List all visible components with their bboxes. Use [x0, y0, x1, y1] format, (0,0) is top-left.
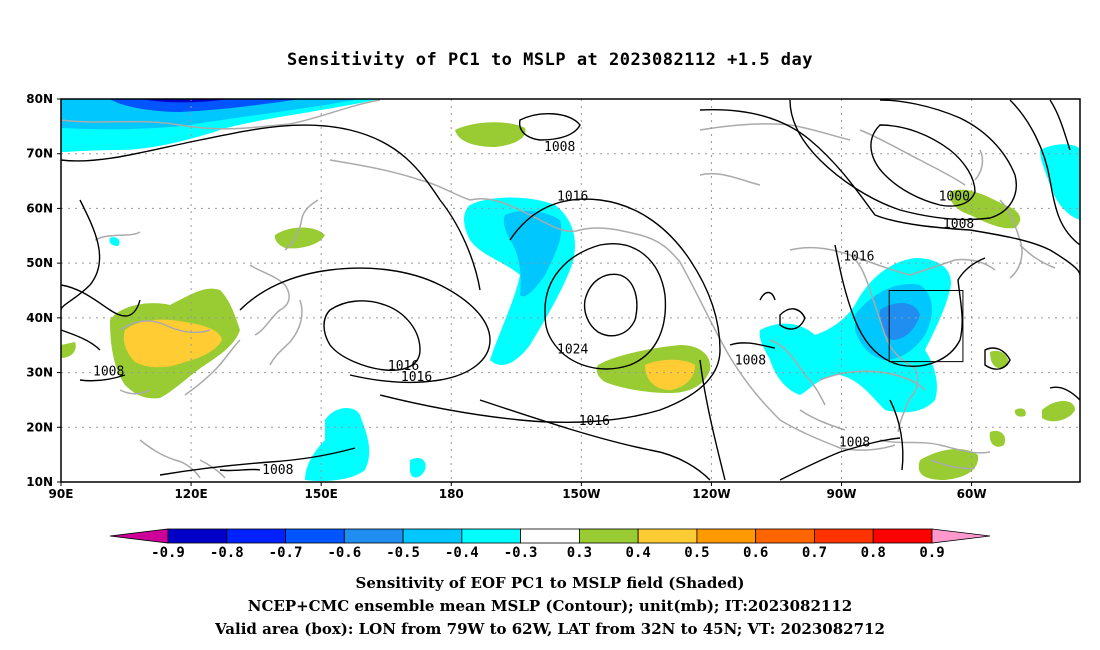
page-title: Sensitivity of PC1 to MSLP at 2023082112…	[286, 50, 813, 70]
shade-negative-alaska-core	[503, 210, 562, 297]
contour-label: 1016	[579, 414, 610, 429]
colorbar-segment	[872, 528, 933, 544]
colorbar-label: 0.5	[684, 545, 709, 561]
shade-positive-ne	[949, 189, 1021, 229]
lat-lon-grid	[61, 99, 1080, 482]
contour-label: 1016	[388, 359, 419, 374]
lon-tick-label: 150E	[305, 487, 338, 501]
colorbar-label: 0.6	[743, 545, 768, 561]
shade-negative-small	[410, 458, 426, 478]
mslp-contours	[61, 99, 1080, 481]
colorbar-segment	[637, 528, 698, 544]
shade-positive-caribbean	[918, 448, 979, 480]
shade-negative-arctic-strong	[110, 99, 300, 112]
colorbar-segment	[520, 528, 580, 544]
sensitivity-shading	[61, 99, 1080, 481]
colorbar-label: -0.9	[151, 545, 185, 561]
shade-positive-arctic	[455, 122, 526, 147]
colorbar: -0.9 -0.8 -0.7 -0.6 -0.5 -0.4 -0.3 0.3 0.4 0.5 0.6…	[109, 528, 991, 561]
lon-tick-label: 60W	[957, 487, 987, 501]
shade-negative-ne	[1040, 144, 1080, 220]
colorbar-segment	[696, 528, 757, 544]
shade-negative-small-2	[109, 237, 120, 246]
colorbar-segment	[402, 528, 463, 544]
contour-label: 1008	[735, 354, 766, 369]
caption-valid-area: Valid area (box): LON from 79W to 62W, L…	[215, 620, 885, 638]
lon-tick-label: 90E	[49, 487, 74, 501]
contour-label: 1016	[843, 250, 874, 265]
contour-label: 1016	[401, 370, 432, 385]
shade-negative-central-pacific	[305, 408, 370, 481]
colorbar-label: 0.8	[861, 545, 886, 561]
valid-area-box	[888, 290, 964, 363]
lon-tick-label: 150W	[562, 487, 600, 501]
colorbar-label: -0.6	[327, 545, 361, 561]
lat-tick-label: 10N	[26, 475, 53, 489]
colorbar-segment	[755, 528, 815, 544]
lat-tick-label: 70N	[26, 147, 53, 161]
colorbar-label: -0.5	[386, 545, 420, 561]
shade-positive-atl	[1042, 401, 1075, 422]
colorbar-segment	[578, 528, 639, 544]
colorbar-label: 0.7	[802, 545, 827, 561]
colorbar-label: -0.3	[504, 545, 538, 561]
shade-positive-left	[61, 342, 76, 358]
colorbar-low-extend	[109, 528, 169, 544]
lat-tick-label: 60N	[26, 201, 53, 215]
colorbar-label: 0.3	[567, 545, 592, 561]
colorbar-label: -0.7	[269, 545, 303, 561]
colorbar-segment	[814, 528, 874, 544]
colorbar-label: 0.9	[919, 545, 944, 561]
shade-positive-asia-core	[123, 319, 222, 368]
contour-label: 1008	[943, 217, 974, 232]
colorbar-segment	[226, 528, 286, 544]
lon-tick-label: 120E	[174, 487, 207, 501]
caption-shading: Sensitivity of EOF PC1 to MSLP field (Sh…	[355, 574, 745, 592]
contour-label: 1000	[939, 189, 970, 204]
lat-tick-label: 50N	[26, 256, 53, 270]
colorbar-high-extend	[931, 528, 991, 544]
lat-tick-label: 40N	[26, 311, 53, 325]
contour-label: 1008	[262, 463, 293, 478]
colorbar-label: -0.8	[210, 545, 244, 561]
colorbar-segment	[167, 528, 228, 544]
shade-positive-atl-2	[1014, 408, 1026, 417]
lat-tick-label: 30N	[26, 366, 53, 380]
lon-tick-label: 120W	[692, 487, 730, 501]
lat-tick-label: 20N	[26, 420, 53, 434]
shade-positive-carib-2	[990, 350, 1009, 369]
shade-negative-arctic-extreme	[140, 99, 230, 103]
colorbar-label: -0.4	[445, 545, 479, 561]
contour-label: 1024	[557, 343, 588, 358]
contour-label: 1008	[93, 365, 124, 380]
coastlines	[61, 99, 1056, 479]
lat-tick-label: 80N	[26, 92, 53, 106]
contour-label: 1008	[544, 140, 575, 155]
colorbar-label: 0.4	[626, 545, 651, 561]
shade-positive-epac-core	[645, 359, 695, 390]
lon-tick-label: 180	[439, 487, 464, 501]
contour-label: 1008	[839, 436, 870, 451]
lon-tick-label: 90W	[827, 487, 857, 501]
plot-frame	[60, 98, 1081, 483]
colorbar-segment	[461, 528, 522, 544]
shade-positive-japan	[274, 227, 325, 249]
caption-contour: NCEP+CMC ensemble mean MSLP (Contour); u…	[247, 597, 853, 615]
colorbar-segment	[343, 528, 404, 544]
colorbar-segment	[285, 528, 345, 544]
axis-labels: 90E 120E 150E 180 150W 120W 90W 60W 10N 20N 30N 40N…	[26, 92, 986, 501]
shade-positive-carib-3	[989, 430, 1006, 447]
contour-label: 1016	[557, 189, 588, 204]
